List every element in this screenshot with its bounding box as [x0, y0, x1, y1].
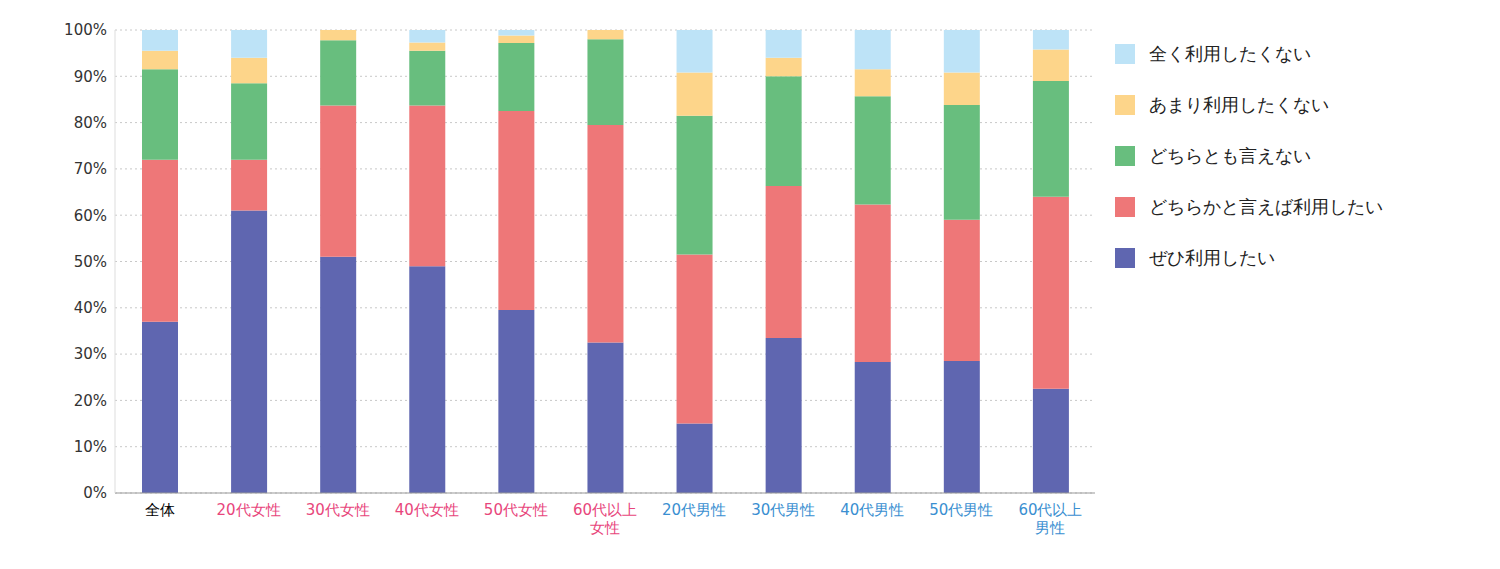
- svg-text:90%: 90%: [74, 68, 107, 86]
- svg-text:70%: 70%: [74, 160, 107, 178]
- html-text:どちらかと言えば利用したい: どちらかと言えば利用したい: [1149, 195, 1383, 217]
- html-text:あまり利用したくない: あまり利用したくない: [1149, 93, 1329, 115]
- svg-text:60%: 60%: [74, 207, 107, 225]
- svg-text:100%: 100%: [64, 21, 107, 39]
- svg-text:20代男性: 20代男性: [662, 501, 726, 519]
- svg-text:全体: 全体: [145, 501, 175, 519]
- svg-text:50%: 50%: [74, 253, 107, 271]
- svg-text:30%: 30%: [74, 345, 107, 363]
- svg-text:20%: 20%: [74, 392, 107, 410]
- svg-text:50代男性: 50代男性: [929, 501, 993, 519]
- svg-text:50代女性: 50代女性: [484, 501, 548, 519]
- html-text:ぜひ利用したい: ぜひ利用したい: [1149, 246, 1275, 268]
- svg-text:30代女性: 30代女性: [306, 501, 370, 519]
- html-text:どちらとも言えない: どちらとも言えない: [1149, 144, 1311, 166]
- svg-text:60代以上男性: 60代以上男性: [1018, 501, 1082, 537]
- svg-text:40代女性: 40代女性: [395, 501, 459, 519]
- svg-text:20代女性: 20代女性: [217, 501, 281, 519]
- svg-text:40代男性: 40代男性: [840, 501, 904, 519]
- svg-text:80%: 80%: [74, 114, 107, 132]
- svg-text:60代以上女性: 60代以上女性: [573, 501, 637, 537]
- svg-text:0%: 0%: [83, 484, 107, 502]
- svg-text:30代男性: 30代男性: [751, 501, 815, 519]
- svg-text:10%: 10%: [74, 438, 107, 456]
- svg-text:40%: 40%: [74, 299, 107, 317]
- html-text:全く利用したくない: 全く利用したくない: [1149, 42, 1311, 64]
